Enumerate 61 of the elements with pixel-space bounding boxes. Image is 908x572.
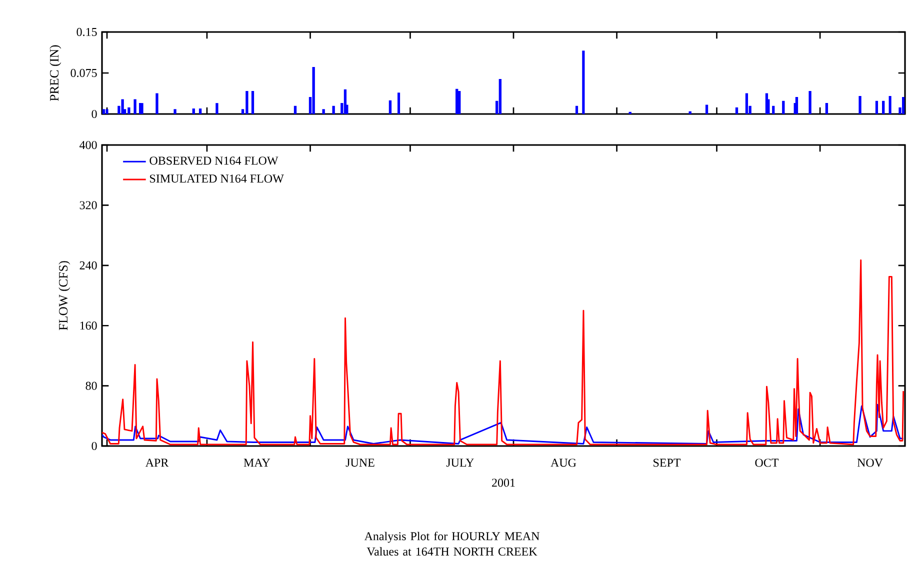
- bar: [251, 91, 254, 114]
- line-series: [102, 404, 904, 444]
- x-axis-title: 2001: [492, 478, 515, 487]
- bar: [575, 106, 578, 114]
- bar: [888, 96, 892, 114]
- bar: [156, 93, 158, 114]
- text: Analysis Plot for HOURLY MEAN Values at 164TH NORTH CREEK: [364, 532, 540, 556]
- bar: [198, 108, 202, 114]
- bar: [795, 97, 798, 114]
- bar: [772, 106, 775, 114]
- bar: [875, 100, 878, 114]
- bar: [808, 91, 812, 114]
- legend-label: OBSERVED N164 FLOW: [150, 156, 278, 165]
- bar: [322, 109, 325, 114]
- bar: [582, 50, 585, 114]
- bar: [456, 88, 458, 114]
- y-tick-label: 0.15: [76, 28, 97, 36]
- legend-label: SIMULATED N164 FLOW: [150, 174, 284, 183]
- x-tick-label: AUG: [550, 458, 576, 467]
- y-axis-title: FLOW (CFS): [58, 261, 70, 330]
- y-tick-label: 0: [92, 442, 97, 450]
- bar: [388, 100, 392, 114]
- bar: [882, 100, 885, 114]
- y-tick-label: 80: [86, 382, 97, 390]
- x-tick-label: JULY: [446, 458, 474, 467]
- bar: [332, 106, 335, 114]
- bar: [705, 104, 708, 114]
- x-tick-label: OCT: [755, 458, 779, 467]
- bar: [128, 107, 130, 114]
- x-tick-label: NOV: [857, 458, 883, 467]
- bar: [294, 106, 297, 114]
- bar: [825, 103, 828, 114]
- x-tick-label: MAY: [244, 458, 270, 467]
- x-tick-label: JUNE: [346, 458, 374, 467]
- bar: [134, 99, 136, 114]
- bar: [858, 96, 862, 114]
- bar: [498, 79, 502, 114]
- y-tick-label: 160: [80, 322, 97, 330]
- bar: [174, 109, 176, 114]
- bar: [121, 99, 124, 114]
- bar: [106, 109, 108, 114]
- y-tick-label: 240: [80, 261, 97, 270]
- y-tick-label: 0.075: [70, 68, 97, 78]
- bar: [902, 97, 905, 114]
- bar: [458, 91, 461, 114]
- y-tick-label: 0: [92, 110, 97, 118]
- bar: [312, 66, 315, 114]
- bar: [397, 92, 400, 114]
- y-tick-label: 400: [80, 140, 97, 150]
- bar: [246, 91, 248, 114]
- line-series: [102, 259, 904, 446]
- bar: [192, 108, 195, 114]
- bar: [735, 107, 738, 114]
- bar: [102, 109, 105, 114]
- x-tick-label: APR: [145, 458, 169, 467]
- x-tick-label: SEPT: [654, 458, 681, 467]
- bar: [782, 100, 785, 114]
- y-tick-label: 320: [80, 201, 97, 210]
- y-axis-title: PREC (IN): [50, 45, 62, 101]
- bar: [216, 103, 218, 114]
- bar: [745, 93, 748, 114]
